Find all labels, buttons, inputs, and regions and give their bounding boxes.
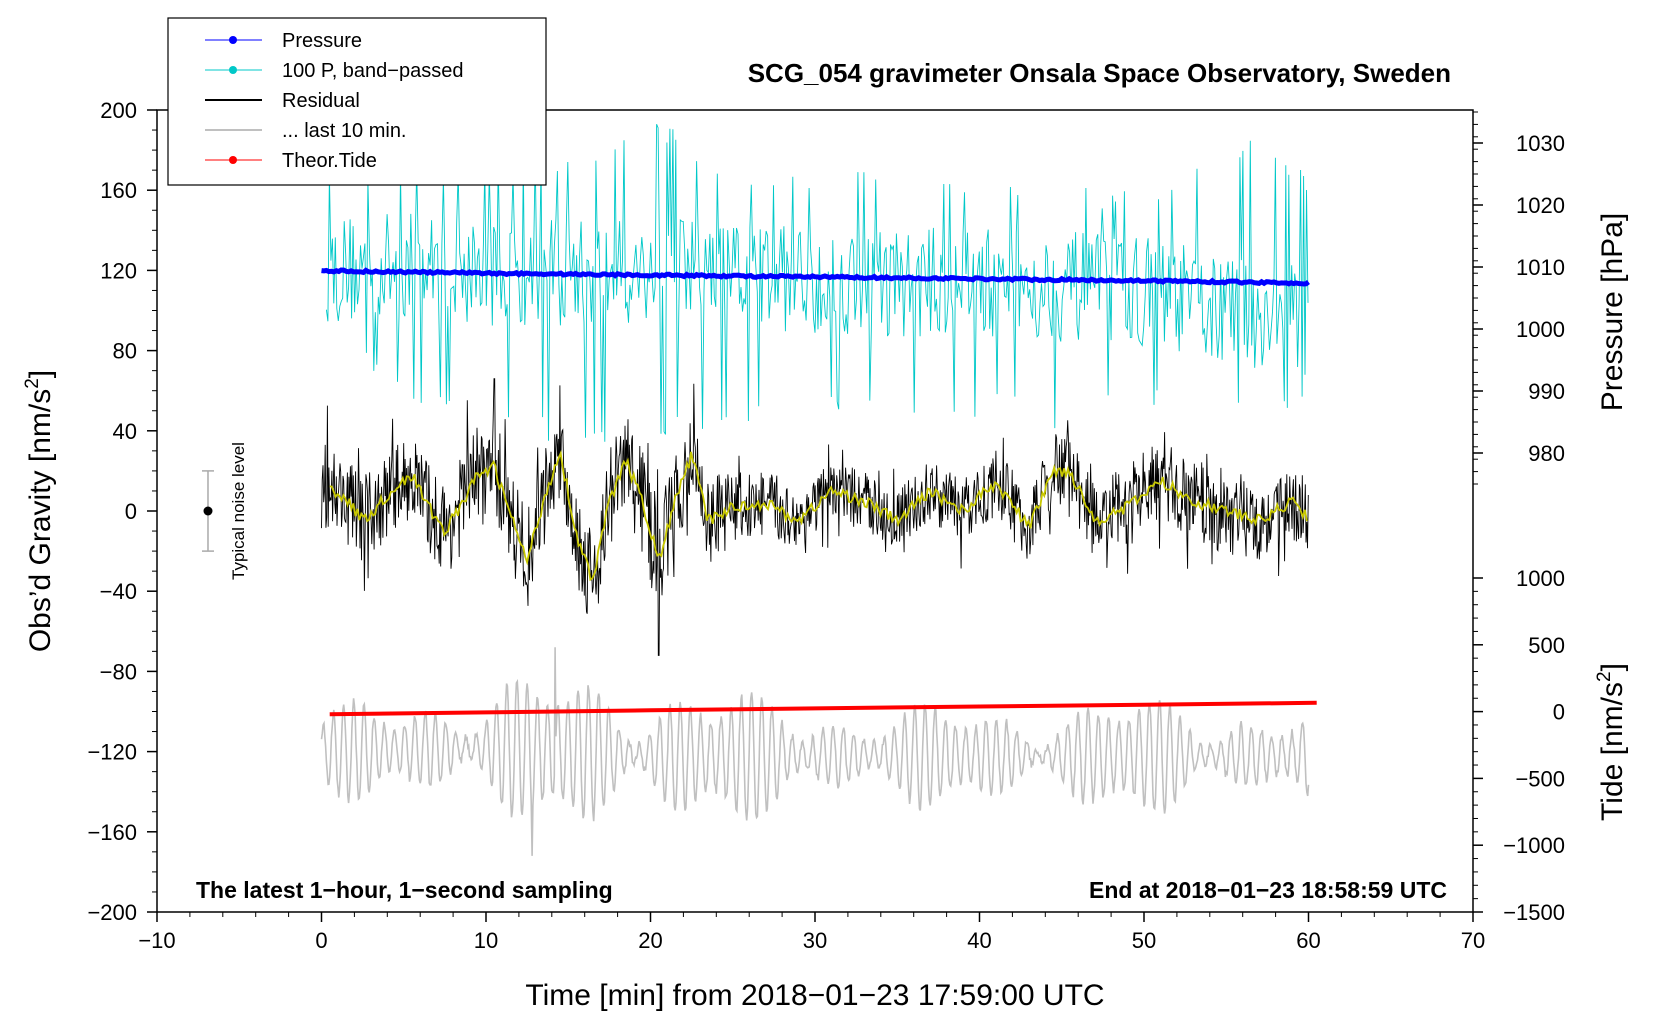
y-left-tick-label: −80 <box>100 659 137 684</box>
tide-tick-label: 1000 <box>1516 566 1565 591</box>
noise-label: Typical noise level <box>229 442 248 580</box>
legend-label: Theor.Tide <box>282 150 377 172</box>
y-axis-tide-title-sup: 2 <box>1594 671 1615 682</box>
series-pressure <box>321 267 1310 287</box>
x-tick-label: 10 <box>474 928 498 953</box>
x-tick-label: 40 <box>967 928 991 953</box>
y-axis-left-title-sup: 2 <box>22 378 43 389</box>
y-left-tick-label: 0 <box>125 499 137 524</box>
legend-label: Residual <box>282 90 360 112</box>
tide-tick-label: 500 <box>1528 633 1565 658</box>
x-tick-label: 0 <box>315 928 327 953</box>
x-tick-label: −10 <box>138 928 175 953</box>
y-left-tick-label: 80 <box>113 339 137 364</box>
y-axis-left-title-main: Obs’d Gravity [nm/s <box>24 389 57 652</box>
legend-label: Pressure <box>282 30 362 52</box>
y-axis-left-title-close: ] <box>24 370 57 378</box>
pressure-tick-label: 1010 <box>1516 255 1565 280</box>
x-tick-label: 50 <box>1132 928 1156 953</box>
tide-tick-label: 0 <box>1553 700 1565 725</box>
y-axis-tide-title-close: ] <box>1596 663 1629 671</box>
pressure-tick-label: 980 <box>1528 441 1565 466</box>
pressure-tick-label: 1020 <box>1516 193 1565 218</box>
legend-swatch-marker <box>229 156 237 164</box>
legend-label: 100 P, band−passed <box>282 60 463 82</box>
series-bandpassed-pressure <box>325 124 1309 442</box>
y-axis-left-title: Obs’d Gravity [nm/s2] <box>22 370 57 652</box>
legend-label: ... last 10 min. <box>282 120 407 142</box>
legend: Pressure 100 P, band−passed Residual ... la… <box>167 17 547 186</box>
y-left-tick-label: 200 <box>100 98 137 123</box>
series-theor-tide <box>329 700 1317 717</box>
axes-layer: −10 0 10 20 30 40 50 60 7020016012080400−40−80−1… <box>87 98 1565 953</box>
x-tick-label: 30 <box>803 928 827 953</box>
pressure-tick-label: 990 <box>1528 379 1565 404</box>
y-axis-tide-title-main: Tide [nm/s <box>1596 682 1629 821</box>
legend-swatch-marker <box>229 66 237 74</box>
x-axis-title: Time [min] from 2018−01−23 17:59:00 UTC <box>525 979 1104 1012</box>
chart-title: SCG_054 gravimeter Onsala Space Observat… <box>748 58 1451 88</box>
x-tick-label: 60 <box>1296 928 1320 953</box>
noise-indicator: Typical noise level <box>201 442 248 580</box>
data-layer <box>320 124 1317 856</box>
y-left-tick-label: −40 <box>100 579 137 604</box>
series-last-10-min <box>320 647 1310 856</box>
y-left-tick-label: 160 <box>100 178 137 203</box>
x-tick-label: 20 <box>638 928 662 953</box>
bottom-left-note: The latest 1−hour, 1−second sampling <box>196 877 613 903</box>
y-left-tick-label: 40 <box>113 419 137 444</box>
tide-tick-label: −1500 <box>1503 900 1565 925</box>
x-tick-label: 70 <box>1461 928 1485 953</box>
y-axis-pressure-title: Pressure [hPa] <box>1596 213 1629 411</box>
y-left-tick-label: −120 <box>87 740 137 765</box>
tide-tick-label: −500 <box>1515 766 1565 791</box>
noise-bar-dot <box>203 506 213 516</box>
y-left-tick-label: 120 <box>100 258 137 283</box>
y-left-tick-label: −160 <box>87 820 137 845</box>
legend-swatch-marker <box>229 36 237 44</box>
pressure-tick-label: 1030 <box>1516 131 1565 156</box>
y-axis-tide-title: Tide [nm/s2] <box>1594 663 1629 821</box>
series-residual-smoothed <box>329 449 1308 582</box>
bottom-right-note: End at 2018−01−23 18:58:59 UTC <box>1089 877 1447 903</box>
pressure-tick-label: 1000 <box>1516 317 1565 342</box>
y-left-tick-label: −200 <box>87 900 137 925</box>
tide-tick-label: −1000 <box>1503 833 1565 858</box>
series-residual <box>321 378 1309 656</box>
